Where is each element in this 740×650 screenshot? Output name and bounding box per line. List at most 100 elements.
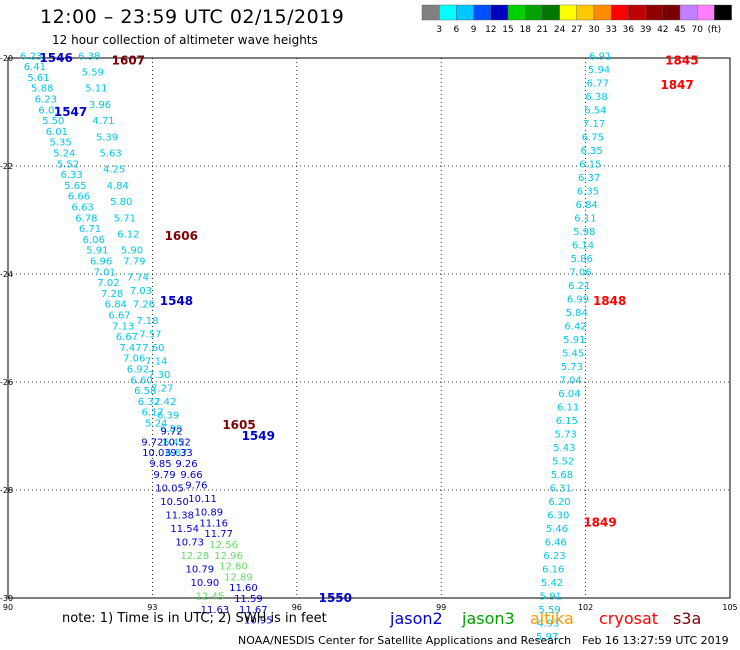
track-b-value: 7.27 <box>151 383 173 394</box>
track-a-value: 6.01 <box>46 127 68 138</box>
track-c-value: 11.77 <box>204 529 233 540</box>
pass-time-label: 1607 <box>112 54 145 68</box>
lon-tick-label: 105 <box>722 603 737 612</box>
track-c-value: 9.72 <box>161 427 183 438</box>
track-e-value: 6.35 <box>580 146 602 157</box>
track-e-value: 5.86 <box>571 254 593 265</box>
track-c-value: 11.16 <box>199 518 228 529</box>
track-e-value: 6.75 <box>582 132 604 143</box>
track-e-value: 6.38 <box>585 92 607 103</box>
track-c-value: 10.89 <box>194 508 223 519</box>
track-a-value: 5.61 <box>27 73 49 84</box>
page-subtitle: 12 hour collection of altimeter wave hei… <box>52 33 318 47</box>
track-e-value: 5.45 <box>562 348 584 359</box>
colorbar-label: 42 <box>657 25 668 35</box>
track-e-value: 6.11 <box>574 213 596 224</box>
track-a-value: 7.01 <box>94 267 116 278</box>
track-e-value: 6.11 <box>557 402 579 413</box>
track-e-value: 7.06 <box>569 267 591 278</box>
pass-time-label: 1605 <box>222 418 255 432</box>
legend-altika: altika <box>530 609 574 628</box>
track-c-value: 9.33 <box>170 448 192 459</box>
legend-cryosat: cryosat <box>599 609 659 628</box>
track-a-value: 7.06 <box>123 354 145 365</box>
track-e-value: 6.99 <box>567 294 589 305</box>
pass-time-label: 1849 <box>583 515 616 529</box>
track-a-value: 6.23 <box>35 95 57 106</box>
track-e-value: 6.46 <box>545 537 567 548</box>
track-b-value: 5.63 <box>99 149 121 160</box>
track-d-value: 10.90 <box>191 578 220 589</box>
track-c-value: 12.96 <box>214 551 243 562</box>
track-e-value: 5.52 <box>552 456 574 467</box>
colorbar-label: 39 <box>640 25 652 35</box>
track-a-value: 5.24 <box>145 419 167 430</box>
lon-tick-label: 96 <box>292 603 302 612</box>
track-a-value: 6.60 <box>130 375 152 386</box>
pass-time-label: 1606 <box>165 229 198 243</box>
colorbar-label: 45 <box>674 25 685 35</box>
track-d-value: 12.45 <box>196 591 225 602</box>
track-a-value: 5.91 <box>86 246 108 257</box>
legend-jason2: jason2 <box>390 609 443 628</box>
track-e-value: 5.98 <box>573 227 595 238</box>
colorbar: 3 6 9 12 15 18 21 24 27 30 33 36 39 42 45 70 (ft) <box>421 4 732 35</box>
track-e-value: 6.30 <box>547 510 569 521</box>
track-a-value: 5.65 <box>64 181 86 192</box>
track-b-value: 5.80 <box>110 197 132 208</box>
track-a-value: 6.41 <box>24 62 46 73</box>
track-b-value: 5.90 <box>121 246 143 257</box>
track-a-value: 6.67 <box>116 332 138 343</box>
colorbar-label: 33 <box>605 25 616 35</box>
track-b-value: 4.25 <box>103 165 125 176</box>
track-b-value: 7.18 <box>136 316 158 327</box>
pass-time-label: 1548 <box>160 294 193 308</box>
track-b-value: 7.26 <box>133 300 155 311</box>
track-b-value: 5.59 <box>82 68 104 79</box>
track-b-value: 4.71 <box>92 116 114 127</box>
track-c-value: 9.76 <box>185 481 207 492</box>
footer-credit: NOAA/NESDIS Center for Satellite Applica… <box>238 634 572 647</box>
track-a-value: 6.17 <box>141 408 163 419</box>
colorbar-label: (ft) <box>708 25 722 35</box>
track-e-value: 5.94 <box>588 65 610 76</box>
lon-tick-label: 102 <box>578 603 593 612</box>
lat-tick-label: -22 <box>0 162 13 171</box>
track-e-value: 5.73 <box>555 429 577 440</box>
track-b-value: 3.96 <box>89 100 111 111</box>
track-e-value: 6.15 <box>556 416 578 427</box>
track-a-value: 5.35 <box>49 138 71 149</box>
track-e-value: 5.68 <box>551 470 573 481</box>
track-b-value: 7.79 <box>123 257 145 268</box>
colorbar-label: 30 <box>588 25 600 35</box>
pass-time-label: 1549 <box>242 429 275 443</box>
track-a-value: 6.92 <box>127 365 149 376</box>
track-a-value: 6.71 <box>79 224 101 235</box>
track-e-value: 6.23 <box>543 551 565 562</box>
lon-tick-label: 99 <box>436 603 446 612</box>
track-a-value: 6.84 <box>105 300 127 311</box>
track-e-value: 6.04 <box>558 389 580 400</box>
track-a-value: 5.88 <box>31 84 53 95</box>
colorbar-label: 36 <box>623 25 635 35</box>
track-e-value: 5.91 <box>563 335 585 346</box>
track-d-value: 10.50 <box>160 497 189 508</box>
track-e-value: 6.84 <box>576 200 598 211</box>
lat-tick-label: -24 <box>0 270 13 279</box>
track-b-value: 7.74 <box>127 273 149 284</box>
track-c-value: 11.60 <box>229 583 258 594</box>
track-d-value: 10.05 <box>155 483 184 494</box>
lat-tick-label: -28 <box>0 486 13 495</box>
track-a-value: 6.67 <box>108 311 130 322</box>
track-a-value: 7.02 <box>97 278 119 289</box>
track-e-value: 5.91 <box>540 591 562 602</box>
track-b-value: 7.60 <box>142 343 164 354</box>
track-d-value: 9.79 <box>153 470 175 481</box>
track-b-value: 5.71 <box>114 213 136 224</box>
pass-time-label: 1848 <box>593 294 626 308</box>
track-e-value: 5.73 <box>561 362 583 373</box>
colorbar-label: 21 <box>537 25 548 35</box>
track-b-value: 6.87 <box>165 448 187 459</box>
colorbar-label: 15 <box>502 25 513 35</box>
pass-time-label: 1547 <box>54 105 87 119</box>
